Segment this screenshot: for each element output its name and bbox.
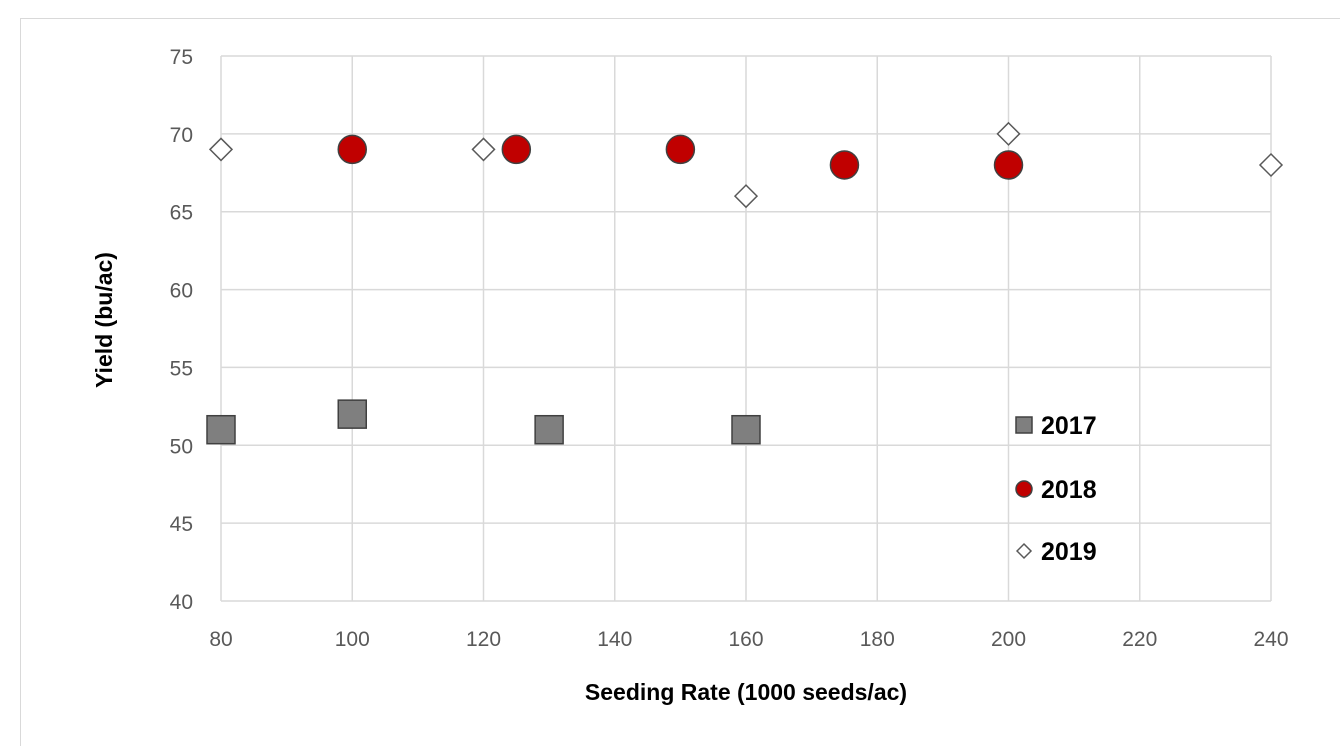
point-2019 [1260, 154, 1282, 176]
x-axis-title: Seeding Rate (1000 seeds/ac) [585, 679, 907, 705]
x-tick-label: 140 [597, 628, 632, 651]
x-tick-label: 240 [1253, 628, 1288, 651]
y-tick-labels: 40 45 50 55 60 65 70 75 [170, 46, 193, 614]
legend-marker-2018 [1016, 481, 1032, 497]
y-tick-label: 50 [170, 435, 193, 458]
point-2017 [732, 416, 760, 444]
legend-label-2018: 2018 [1041, 476, 1097, 504]
x-tick-label: 160 [728, 628, 763, 651]
y-tick-label: 70 [170, 124, 193, 147]
point-2017 [207, 416, 235, 444]
x-tick-label: 100 [335, 628, 370, 651]
y-axis-title: Yield (bu/ac) [91, 252, 117, 388]
x-tick-label: 80 [209, 628, 232, 651]
legend-label-2017: 2017 [1041, 412, 1097, 440]
legend-marker-2019 [1017, 544, 1031, 558]
point-2017 [338, 400, 366, 428]
point-2018 [338, 135, 366, 163]
x-tick-label: 220 [1122, 628, 1157, 651]
x-tick-label: 180 [860, 628, 895, 651]
point-2017 [535, 416, 563, 444]
y-tick-label: 55 [170, 357, 193, 380]
point-2019 [210, 138, 232, 160]
y-tick-label: 40 [170, 591, 193, 614]
point-2018 [666, 135, 694, 163]
point-2018 [502, 135, 530, 163]
x-tick-labels: 80 100 120 140 160 180 200 220 240 [209, 628, 1288, 651]
legend-label-2019: 2019 [1041, 538, 1097, 566]
point-2019 [473, 138, 495, 160]
legend-marker-2017 [1016, 417, 1032, 433]
y-tick-label: 65 [170, 202, 193, 225]
legend: 2017 2018 2019 [1016, 412, 1097, 566]
y-tick-label: 75 [170, 46, 193, 69]
point-2018 [830, 151, 858, 179]
gridlines [221, 56, 1271, 601]
point-2019 [998, 123, 1020, 145]
y-tick-label: 60 [170, 280, 193, 303]
y-tick-label: 45 [170, 513, 193, 536]
data-points [207, 123, 1282, 444]
point-2019 [735, 185, 757, 207]
x-tick-label: 200 [991, 628, 1026, 651]
point-2018 [995, 151, 1023, 179]
x-tick-label: 120 [466, 628, 501, 651]
